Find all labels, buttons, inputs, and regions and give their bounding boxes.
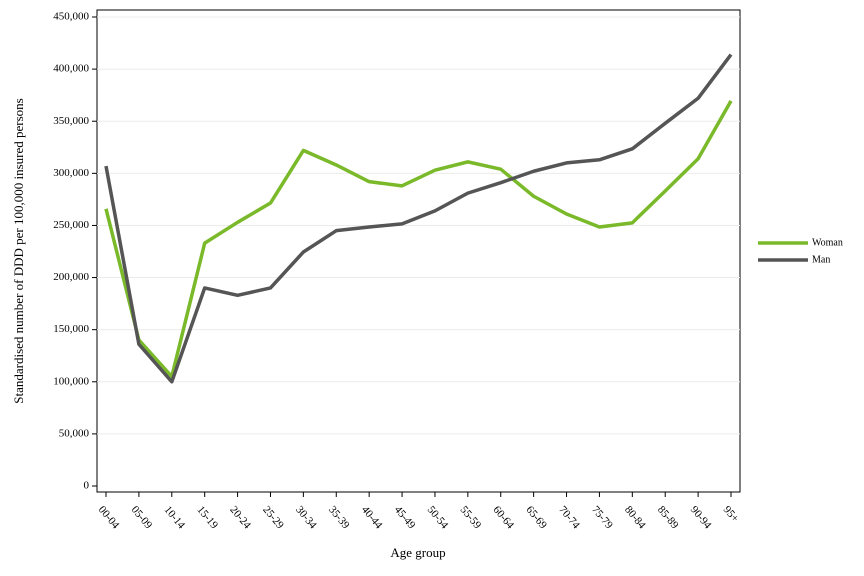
y-tick-label: 350,000 (53, 115, 89, 127)
x-axis-label: Age group (390, 545, 445, 560)
x-tick-label: 45-49 (392, 504, 418, 532)
line-series (104, 100, 733, 379)
x-tick-label: 30-34 (293, 504, 319, 532)
x-tick-label: 20-24 (227, 504, 253, 532)
y-tick-label: 450,000 (53, 11, 89, 23)
x-tick-label: 05-09 (129, 504, 155, 532)
y-tick-label: 50,000 (59, 427, 90, 439)
x-tick-label: 00-04 (96, 504, 122, 532)
plot-frame (96, 9, 741, 493)
line-series (104, 53, 733, 384)
y-tick-label: 0 (84, 480, 90, 492)
y-tick-label: 300,000 (53, 167, 89, 179)
y-axis-label: Standardised number of DDD per 100,000 i… (11, 98, 26, 403)
legend-label: Woman (812, 237, 843, 248)
x-tick-label: 60-64 (490, 504, 516, 532)
x-tick-label: 70-74 (556, 504, 582, 532)
x-tick-label: 95+ (721, 504, 741, 525)
x-tick-label: 55-59 (458, 504, 484, 532)
x-tick-label: 90-94 (688, 504, 714, 532)
legend-label: Man (812, 254, 830, 265)
x-tick-label: 40-44 (359, 504, 385, 532)
x-tick-label: 25-29 (260, 504, 286, 532)
x-tick-label: 85-89 (655, 504, 681, 532)
x-tick-label: 65-69 (523, 504, 549, 532)
y-tick-label: 250,000 (53, 219, 89, 231)
x-tick-label: 50-54 (425, 504, 451, 532)
x-tick-label: 80-84 (622, 504, 648, 532)
y-tick-label: 400,000 (53, 63, 89, 75)
x-tick-label: 10-14 (162, 504, 188, 532)
x-tick-label: 75-79 (589, 504, 615, 532)
y-tick-label: 200,000 (53, 271, 89, 283)
x-tick-label: 35-39 (326, 504, 352, 532)
y-tick-label: 150,000 (53, 323, 89, 335)
x-tick-label: 15-19 (194, 504, 220, 532)
y-tick-label: 100,000 (53, 375, 89, 387)
